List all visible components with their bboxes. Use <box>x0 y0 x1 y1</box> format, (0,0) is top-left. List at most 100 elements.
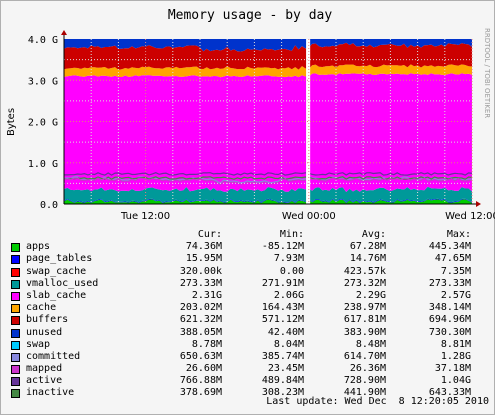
legend-name: vmalloc_used <box>26 277 99 289</box>
legend-swatch <box>11 316 20 326</box>
legend-avg: 273.32M <box>343 277 386 289</box>
legend-avg: 441.90M <box>343 387 386 399</box>
legend-row: inactive 378.69M 308.23M 441.90M 643.33M <box>11 387 491 399</box>
legend-cur: 2.31G <box>191 289 222 301</box>
legend-cur: 650.63M <box>179 350 222 362</box>
legend-row: active 766.88M 489.84M 728.90M 1.04G <box>11 375 491 387</box>
x-tick-label: Tue 12:00 <box>120 211 170 222</box>
legend-swatch <box>11 279 20 289</box>
legend-cur: 320.00k <box>179 265 222 277</box>
legend-row: slab_cache 2.31G 2.06G 2.29G 2.57G <box>11 290 491 302</box>
legend-min: 42.40M <box>267 326 304 338</box>
legend-cur: 26.60M <box>185 363 222 375</box>
legend-header: Cur: Min: Avg: Max: <box>11 229 491 241</box>
legend-row: vmalloc_used 273.33M 271.91M 273.32M 273.33M <box>11 278 491 290</box>
legend-max: 445.34M <box>428 241 471 253</box>
y-tick-label: 4.0 G <box>28 35 58 46</box>
legend-avg: 67.28M <box>349 241 386 253</box>
legend-name: buffers <box>26 314 69 326</box>
legend-max: 1.04G <box>440 375 471 387</box>
legend-min: 571.12M <box>261 314 304 326</box>
legend-swatch <box>11 328 20 338</box>
legend-min: 164.43M <box>261 302 304 314</box>
legend-row: committed 650.63M 385.74M 614.70M 1.28G <box>11 351 491 363</box>
y-axis-label: Bytes <box>6 108 17 136</box>
legend-row: apps 74.36M -85.12M 67.28M 445.34M <box>11 241 491 253</box>
area-vmalloc-used <box>64 186 472 203</box>
legend-avg: 383.90M <box>343 326 386 338</box>
legend-avg: 614.70M <box>343 350 386 362</box>
last-update: Last update: Wed Dec 8 12:20:05 2010 <box>266 396 489 407</box>
memory-chart: Memory usage - by day Bytes RRDTOOL / TO… <box>6 8 495 222</box>
legend-min: 2.06G <box>273 289 304 301</box>
legend-name: page_tables <box>26 253 93 265</box>
line-active <box>64 172 473 176</box>
legend-name: active <box>26 375 63 387</box>
legend-max: 1.28G <box>440 350 471 362</box>
legend-min: 271.91M <box>261 277 304 289</box>
legend-avg: 423.57k <box>343 265 386 277</box>
y-tick-label: 0.0 <box>40 200 58 211</box>
legend-max: 2.57G <box>440 289 471 301</box>
legend-cur: 388.05M <box>179 326 222 338</box>
legend-min: 7.93M <box>273 253 304 265</box>
legend-avg: 14.76M <box>349 253 386 265</box>
legend-cur: 203.02M <box>179 302 222 314</box>
legend-min: 0.00 <box>279 265 304 277</box>
legend-max: 348.14M <box>428 302 471 314</box>
header-avg: Avg: <box>361 229 386 240</box>
legend-max: 273.33M <box>428 277 471 289</box>
legend-name: slab_cache <box>26 289 87 301</box>
legend-cur: 15.95M <box>185 253 222 265</box>
legend-row: cache 203.02M 164.43M 238.97M 348.14M <box>11 302 491 314</box>
legend-swatch <box>11 267 20 277</box>
legend-name: apps <box>26 241 51 253</box>
legend-avg: 2.29G <box>355 289 386 301</box>
legend-name: swap_cache <box>26 265 87 277</box>
legend-row: page_tables 15.95M 7.93M 14.76M 47.65M <box>11 253 491 265</box>
legend-swatch <box>11 255 20 265</box>
y-tick-label: 2.0 G <box>28 118 58 129</box>
legend: Cur: Min: Avg: Max: apps 74.36M -85.12M 67.… <box>11 229 491 400</box>
legend-min: 489.84M <box>261 375 304 387</box>
legend-swatch <box>11 243 20 253</box>
legend-name: inactive <box>26 387 75 399</box>
legend-cur: 8.78M <box>191 338 222 350</box>
legend-swatch <box>11 291 20 301</box>
legend-avg: 238.97M <box>343 302 386 314</box>
x-tick-label: Wed 12:00 <box>445 211 495 222</box>
watermark: RRDTOOL / TOBI OETIKER <box>483 28 491 118</box>
header-cur: Cur: <box>197 229 222 240</box>
legend-row: swap 8.78M 8.04M 8.48M 8.81M <box>11 339 491 351</box>
legend-name: committed <box>26 350 81 362</box>
y-axis-arrow <box>61 30 67 35</box>
legend-row: buffers 621.32M 571.12M 617.81M 694.96M <box>11 314 491 326</box>
header-min: Min: <box>279 229 304 240</box>
area-page-tables <box>64 198 472 203</box>
area-cache <box>64 64 472 78</box>
legend-avg: 728.90M <box>343 375 386 387</box>
legend-cur: 378.69M <box>179 387 222 399</box>
legend-min: 385.74M <box>261 350 304 362</box>
legend-max: 694.96M <box>428 314 471 326</box>
legend-name: mapped <box>26 363 63 375</box>
legend-max: 7.35M <box>440 265 471 277</box>
area-apps <box>64 199 472 204</box>
legend-swatch <box>11 352 20 362</box>
legend-row: unused 388.05M 42.40M 383.90M 730.30M <box>11 327 491 339</box>
legend-cur: 766.88M <box>179 375 222 387</box>
legend-cur: 621.32M <box>179 314 222 326</box>
legend-name: swap <box>26 338 51 350</box>
legend-swatch <box>11 389 20 399</box>
legend-swatch <box>11 377 20 387</box>
legend-cur: 273.33M <box>179 277 222 289</box>
legend-swatch <box>11 340 20 350</box>
legend-avg: 8.48M <box>355 338 386 350</box>
x-tick-label: Wed 00:00 <box>282 211 336 222</box>
area-unused <box>64 39 472 52</box>
legend-cur: 74.36M <box>185 241 222 253</box>
legend-row: swap_cache 320.00k 0.00 423.57k 7.35M <box>11 266 491 278</box>
legend-row: mapped 26.60M 23.45M 26.36M 37.18M <box>11 363 491 375</box>
legend-min: 8.04M <box>273 338 304 350</box>
legend-name: unused <box>26 326 63 338</box>
